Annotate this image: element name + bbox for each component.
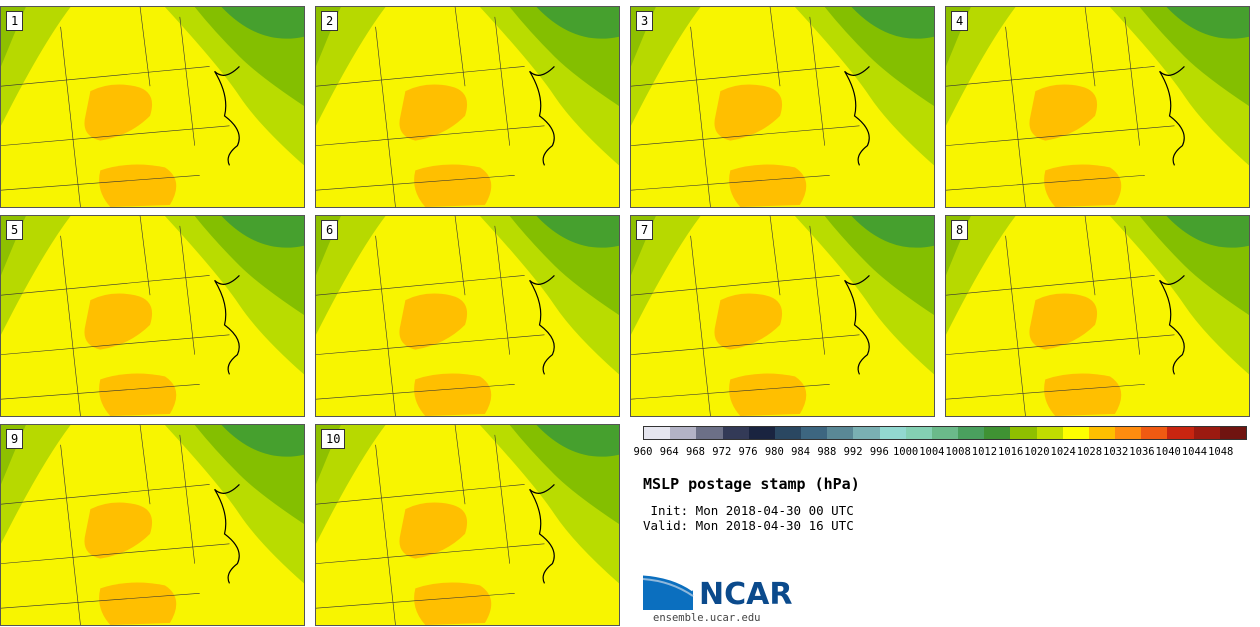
colorbar-swatch <box>1193 427 1220 439</box>
pressure-map <box>946 216 1249 416</box>
ensemble-member-panel: 3 <box>630 6 935 208</box>
ensemble-member-panel: 9 <box>0 424 305 626</box>
ensemble-member-panel: 8 <box>945 215 1250 417</box>
member-number-label: 2 <box>321 11 339 31</box>
colorbar-swatch <box>722 427 749 439</box>
colorbar-swatch <box>984 427 1011 439</box>
colorbar-tick-labels: 960 964 968 972 976 980 984 988 992 996 1000 1004 10… <box>634 446 1247 460</box>
colorbar-tick-label: 1044 <box>1181 446 1208 458</box>
pressure-colorbar <box>643 426 1247 440</box>
colorbar-tick-label: 1016 <box>997 446 1024 458</box>
colorbar-tick-label: 1020 <box>1024 446 1050 458</box>
colorbar-swatch <box>1062 427 1089 439</box>
colorbar-swatch <box>1219 427 1246 439</box>
ensemble-member-panel: 5 <box>0 215 305 417</box>
pressure-map <box>316 425 619 625</box>
colorbar-swatch <box>1141 427 1168 439</box>
colorbar-swatch <box>748 427 775 439</box>
colorbar-tick-label: 1024 <box>1050 446 1076 458</box>
colorbar-swatch <box>1167 427 1194 439</box>
colorbar-swatch <box>696 427 723 439</box>
member-number-label: 5 <box>6 220 24 240</box>
colorbar-tick-label: 1028 <box>1076 446 1103 458</box>
colorbar-tick-label: 1012 <box>971 446 998 458</box>
member-number-label: 10 <box>321 429 346 449</box>
pressure-map <box>1 216 304 416</box>
ensemble-member-panel: 10 <box>315 424 620 626</box>
colorbar-swatch <box>1036 427 1063 439</box>
ensemble-member-panel: 4 <box>945 6 1250 208</box>
chart-title: MSLP postage stamp (hPa) <box>643 475 860 493</box>
colorbar-swatch <box>644 427 671 439</box>
ensemble-url: ensemble.ucar.edu <box>653 612 761 624</box>
colorbar-tick-label: 1004 <box>919 446 945 458</box>
colorbar-tick-label: 972 <box>712 446 732 458</box>
member-number-label: 7 <box>636 220 654 240</box>
colorbar-tick-label: 976 <box>738 446 758 458</box>
ncar-logo-text: NCAR <box>699 577 793 612</box>
ncar-logo-icon <box>643 572 694 610</box>
colorbar-swatch <box>801 427 828 439</box>
colorbar-tick-label: 980 <box>764 446 784 458</box>
colorbar-tick-label: 968 <box>686 446 705 458</box>
pressure-map <box>1 425 304 625</box>
init-time: Init: Mon 2018-04-30 00 UTC <box>643 503 854 518</box>
colorbar-swatch <box>827 427 854 439</box>
pressure-map <box>631 7 934 207</box>
colorbar-swatch <box>1088 427 1116 439</box>
colorbar-tick-label: 992 <box>843 446 863 458</box>
pressure-map <box>631 216 934 416</box>
pressure-map <box>1 7 304 207</box>
colorbar-swatch <box>774 427 802 439</box>
member-number-label: 4 <box>951 11 969 31</box>
pressure-map <box>946 7 1249 207</box>
colorbar-swatch <box>931 427 959 439</box>
member-number-label: 3 <box>636 11 654 31</box>
colorbar-tick-label: 1040 <box>1155 446 1181 458</box>
member-number-label: 1 <box>6 11 24 31</box>
colorbar-tick-label: 1048 <box>1208 446 1234 458</box>
member-number-label: 9 <box>6 429 24 449</box>
colorbar-tick-label: 1008 <box>945 446 971 458</box>
member-number-label: 8 <box>951 220 969 240</box>
colorbar-swatch <box>879 427 906 439</box>
colorbar-tick-label: 1036 <box>1129 446 1155 458</box>
colorbar-swatch <box>958 427 985 439</box>
ensemble-member-panel: 6 <box>315 215 620 417</box>
valid-time: Valid: Mon 2018-04-30 16 UTC <box>643 518 854 533</box>
pressure-map <box>316 216 619 416</box>
colorbar-swatch <box>853 427 880 439</box>
ensemble-member-panel: 1 <box>0 6 305 208</box>
colorbar-tick-label: 960 <box>633 446 653 458</box>
pressure-map <box>316 7 619 207</box>
member-number-label: 6 <box>321 220 339 240</box>
colorbar-swatch <box>1010 427 1037 439</box>
colorbar-swatch <box>905 427 932 439</box>
colorbar-tick-label: 1032 <box>1103 446 1129 458</box>
colorbar-tick-label: 988 <box>817 446 837 458</box>
colorbar-tick-label: 1000 <box>892 446 919 458</box>
colorbar-swatch <box>670 427 697 439</box>
colorbar-tick-label: 996 <box>869 446 889 458</box>
ensemble-member-panel: 7 <box>630 215 935 417</box>
colorbar-tick-label: 964 <box>659 446 679 458</box>
ensemble-member-panel: 2 <box>315 6 620 208</box>
colorbar-tick-label: 984 <box>791 446 811 458</box>
colorbar-swatch <box>1115 427 1142 439</box>
